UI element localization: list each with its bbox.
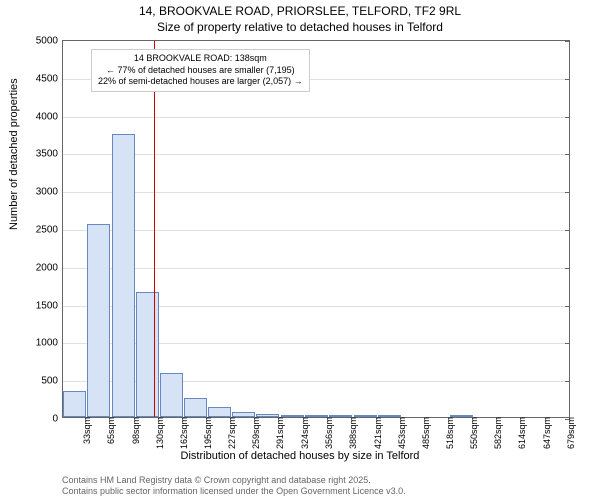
y-tick-mark (565, 154, 570, 155)
histogram-bar (112, 134, 135, 418)
chart-title-line2: Size of property relative to detached ho… (0, 20, 600, 34)
y-tick-mark (565, 306, 570, 307)
footer-line2: Contains public sector information licen… (62, 486, 406, 498)
y-tick-label: 5000 (36, 36, 63, 47)
histogram-bar (136, 292, 159, 417)
y-tick-mark (565, 268, 570, 269)
annotation-box: 14 BROOKVALE ROAD: 138sqm← 77% of detach… (91, 49, 310, 92)
annotation-line2: ← 77% of detached houses are smaller (7,… (98, 65, 303, 77)
y-tick-label: 500 (41, 376, 63, 387)
y-tick-label: 3000 (36, 187, 63, 198)
y-tick-mark (565, 117, 570, 118)
gridline (63, 192, 569, 193)
x-tick-label: 162sqm (175, 417, 189, 449)
histogram-bar (87, 224, 110, 417)
y-tick-mark (565, 79, 570, 80)
x-tick-label: 65sqm (102, 417, 116, 444)
y-tick-label: 1000 (36, 338, 63, 349)
x-tick-label: 195sqm (199, 417, 213, 449)
y-tick-label: 4000 (36, 111, 63, 122)
plot-area: 0500100015002000250030003500400045005000… (62, 40, 570, 418)
gridline (63, 268, 569, 269)
x-tick-label: 453sqm (393, 417, 407, 449)
histogram-bar (160, 373, 183, 417)
footer-attribution: Contains HM Land Registry data © Crown c… (62, 475, 406, 498)
x-tick-label: 33sqm (78, 417, 92, 444)
x-tick-label: 227sqm (223, 417, 237, 449)
y-tick-mark (565, 343, 570, 344)
x-tick-label: 259sqm (247, 417, 261, 449)
footer-line1: Contains HM Land Registry data © Crown c… (62, 475, 406, 487)
histogram-bar (208, 407, 231, 417)
x-tick-label: 291sqm (271, 417, 285, 449)
y-tick-label: 2500 (36, 225, 63, 236)
y-tick-mark (565, 192, 570, 193)
y-tick-mark (565, 381, 570, 382)
x-tick-label: 324sqm (296, 417, 310, 449)
x-tick-label: 356sqm (320, 417, 334, 449)
y-tick-label: 1500 (36, 300, 63, 311)
y-tick-mark (565, 230, 570, 231)
annotation-line3: 22% of semi-detached houses are larger (… (98, 76, 303, 88)
x-axis-label: Distribution of detached houses by size … (0, 450, 600, 462)
gridline (63, 117, 569, 118)
x-tick-label: 550sqm (465, 417, 479, 449)
x-tick-label: 485sqm (417, 417, 431, 449)
histogram-bar (63, 391, 86, 417)
x-tick-label: 582sqm (489, 417, 503, 449)
x-tick-label: 98sqm (127, 417, 141, 444)
property-marker-line (154, 41, 156, 417)
x-tick-label: 679sqm (562, 417, 576, 449)
x-tick-label: 388sqm (344, 417, 358, 449)
y-tick-label: 3500 (36, 149, 63, 160)
x-tick-label: 647sqm (538, 417, 552, 449)
chart-title-line1: 14, BROOKVALE ROAD, PRIORSLEE, TELFORD, … (0, 4, 600, 18)
x-tick-label: 421sqm (369, 417, 383, 449)
y-tick-mark (565, 41, 570, 42)
y-axis-label: Number of detached properties (8, 78, 20, 230)
histogram-bar (184, 398, 207, 417)
annotation-line1: 14 BROOKVALE ROAD: 138sqm (98, 53, 303, 65)
y-tick-label: 2000 (36, 262, 63, 273)
gridline (63, 230, 569, 231)
x-tick-label: 518sqm (441, 417, 455, 449)
x-tick-label: 130sqm (151, 417, 165, 449)
gridline (63, 154, 569, 155)
y-tick-label: 4500 (36, 73, 63, 84)
x-tick-label: 614sqm (513, 417, 527, 449)
y-tick-label: 0 (52, 414, 63, 425)
